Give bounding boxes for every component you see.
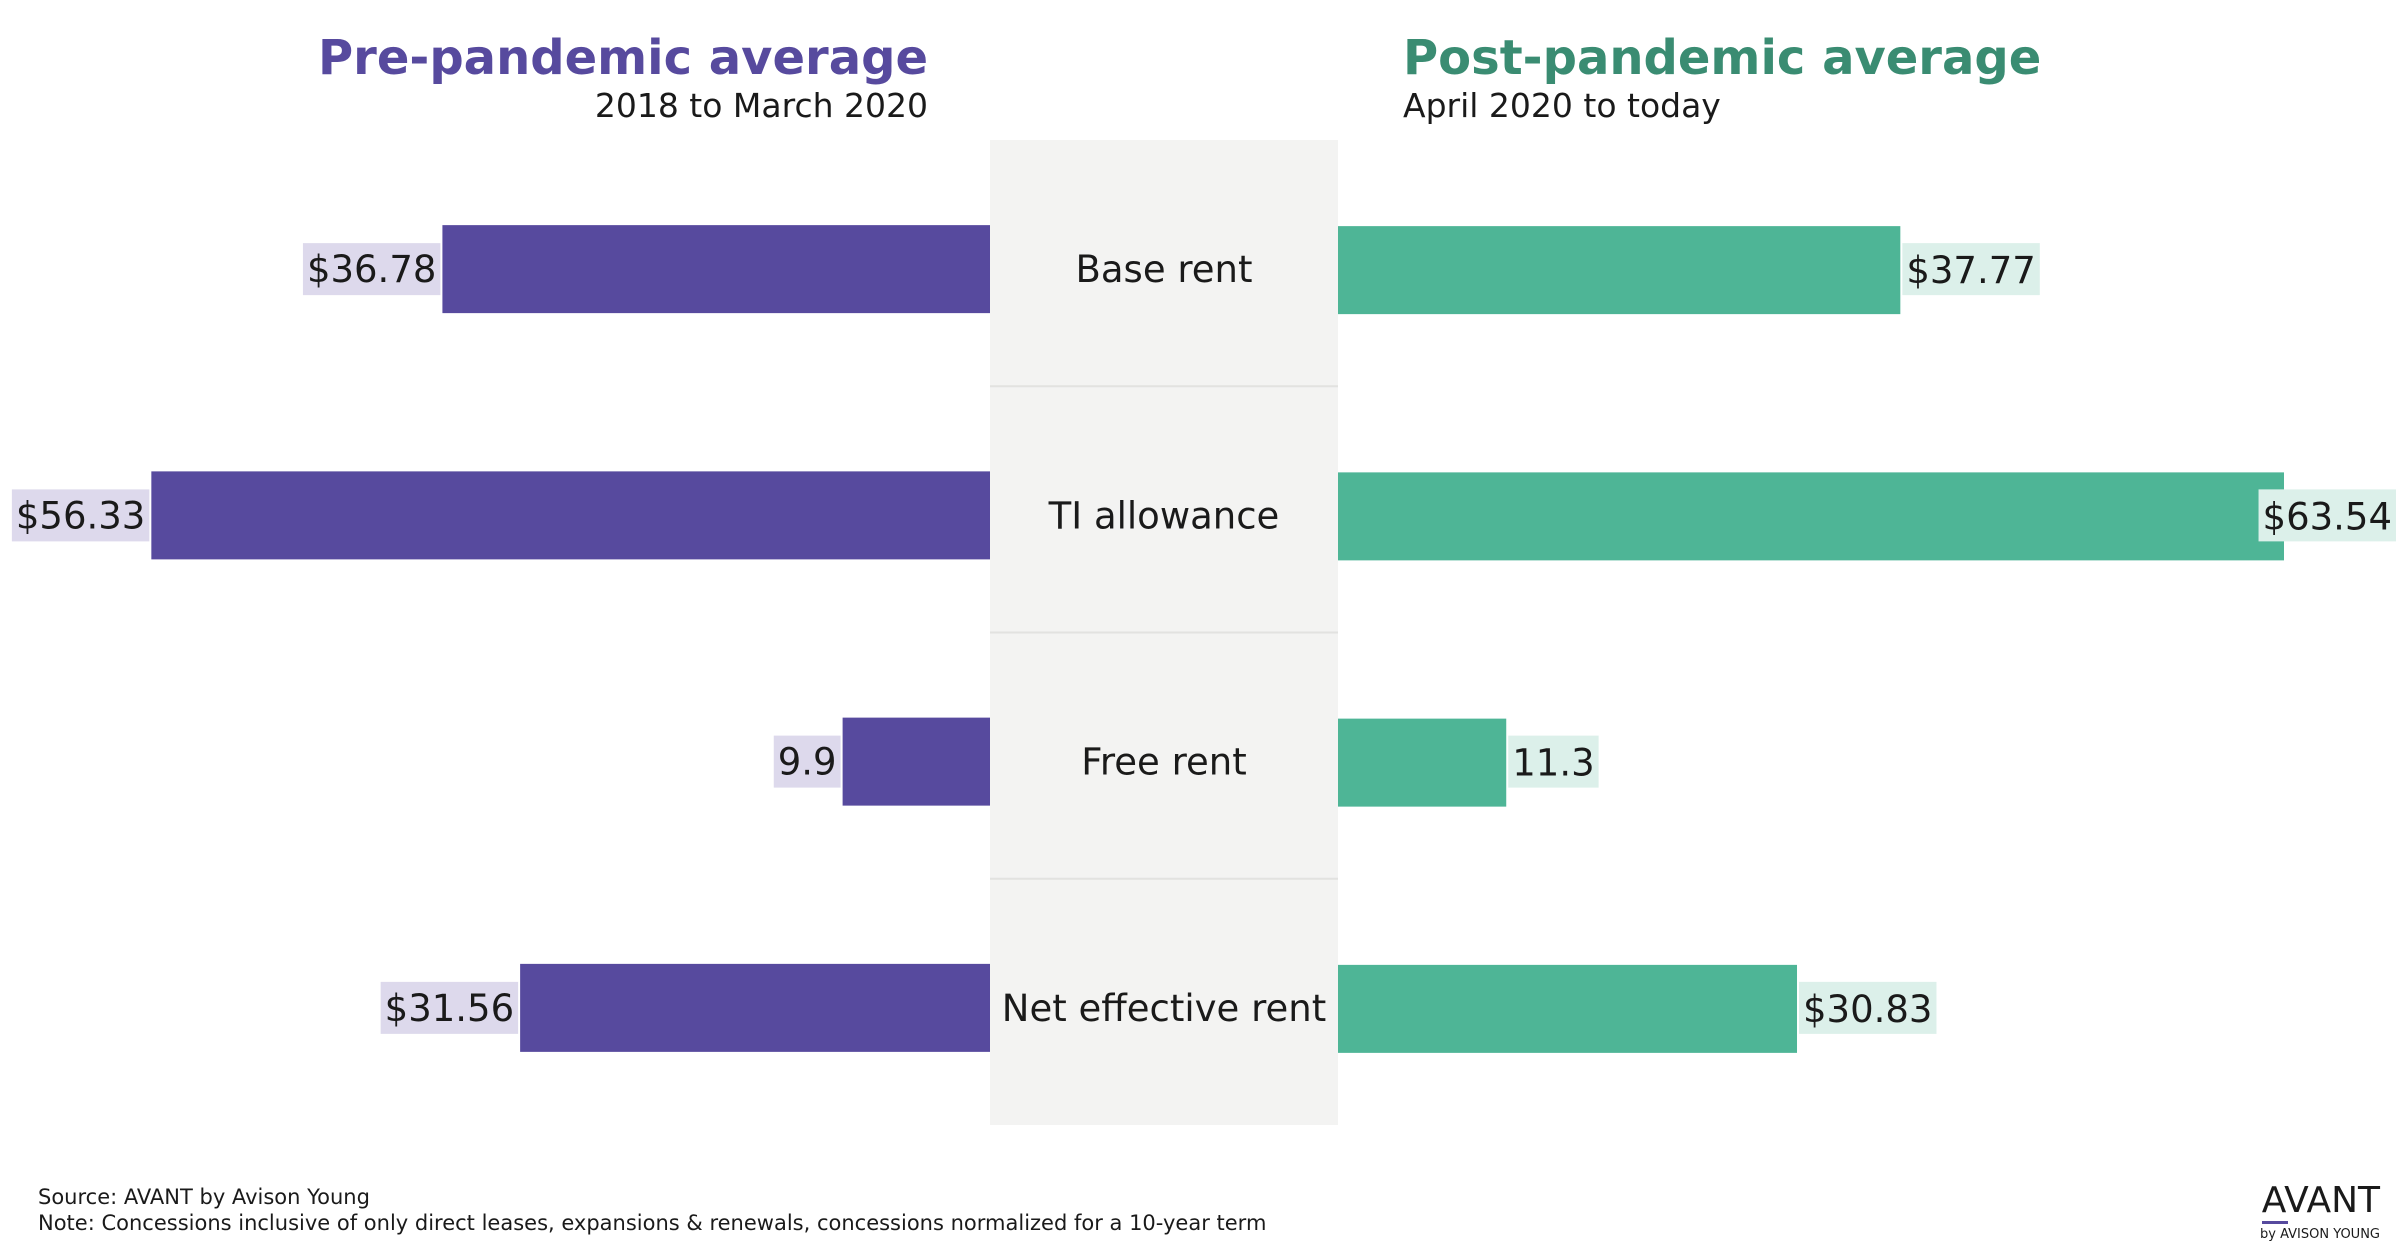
value-label-bg	[773, 735, 841, 788]
bar-pre-pandemic	[842, 717, 990, 806]
category-labels-group: Base rent TI allowance Free rent Net effect…	[1002, 248, 1326, 1030]
right-series-title: Post-pandemic average	[1403, 30, 2041, 86]
left-series-title: Pre-pandemic average	[318, 30, 928, 86]
bar-post-pandemic	[1338, 472, 2284, 561]
value-label-bg	[1799, 981, 1937, 1034]
bars-group	[151, 225, 2284, 1053]
value-labels-group: $36.78 $37.77 $56.33 $63.54 9.9 11.3 $31.56 $30…	[11, 243, 2396, 1034]
bar-post-pandemic	[1338, 964, 1798, 1053]
value-label-bg	[380, 981, 519, 1034]
logo-wordmark: AVANT	[2262, 1180, 2381, 1221]
bar-post-pandemic	[1338, 226, 1901, 315]
bar-pre-pandemic	[442, 225, 991, 314]
value-label-bg	[1902, 243, 2040, 296]
source-note: Source: AVANT by Avison Young	[38, 1185, 370, 1209]
bar-pre-pandemic	[151, 471, 990, 560]
value-label-pre-pandemic: $36.78	[307, 248, 436, 291]
footnote-text: Note: Concessions inclusive of only dire…	[38, 1211, 1266, 1235]
avant-logo: AVANT by AVISON YOUNG	[2260, 1180, 2381, 1242]
category-label: Base rent	[1076, 248, 1253, 291]
value-label-post-pandemic: $37.77	[1906, 249, 2035, 292]
value-label-bg	[2258, 489, 2396, 542]
category-dividers	[990, 385, 1338, 880]
value-label-pre-pandemic: $56.33	[16, 494, 145, 537]
logo-subtext: by AVISON YOUNG	[2260, 1227, 2380, 1242]
logo-accent-bar	[2262, 1221, 2288, 1224]
category-label: TI allowance	[1048, 494, 1280, 537]
bar-post-pandemic	[1338, 718, 1507, 807]
value-label-bg	[1508, 735, 1599, 788]
category-label: Free rent	[1081, 741, 1246, 784]
value-label-post-pandemic: $30.83	[1803, 988, 1932, 1031]
bar-pre-pandemic	[520, 963, 990, 1052]
right-series-subtitle: April 2020 to today	[1403, 86, 1721, 125]
category-label: Net effective rent	[1002, 987, 1326, 1030]
value-label-pre-pandemic: $31.56	[385, 987, 514, 1030]
value-label-post-pandemic: 11.3	[1512, 742, 1594, 785]
value-label-post-pandemic: $63.54	[2263, 495, 2392, 538]
value-label-pre-pandemic: 9.9	[778, 741, 837, 784]
left-series-subtitle: 2018 to March 2020	[595, 86, 928, 125]
value-label-bg	[11, 489, 150, 542]
value-label-bg	[302, 243, 441, 296]
